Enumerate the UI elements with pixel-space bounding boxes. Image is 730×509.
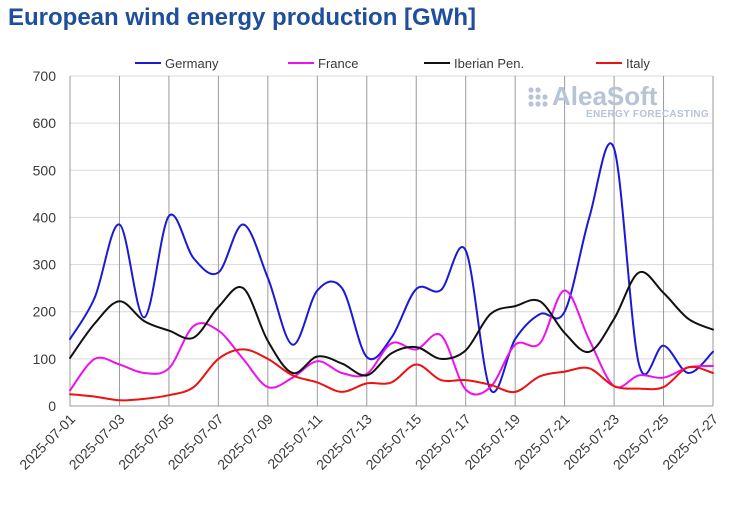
- y-tick-label: 500: [33, 162, 57, 178]
- grid: [69, 75, 714, 407]
- y-tick-label: 400: [33, 209, 57, 225]
- legend-label-france: France: [318, 56, 358, 71]
- y-tick-label: 100: [33, 351, 57, 367]
- y-tick-label: 0: [48, 398, 56, 414]
- legend-label-italy: Italy: [626, 56, 650, 71]
- y-tick-label: 300: [33, 257, 57, 273]
- logo-tagline: ENERGY FORECASTING: [586, 109, 709, 120]
- y-axis: 0 100 200 300 400 500 600 700: [33, 68, 57, 414]
- series-line-germany: [69, 142, 714, 394]
- x-axis: 2025-07-012025-07-032025-07-052025-07-07…: [16, 411, 721, 473]
- aleasoft-logo: AleaSoft ENERGY FORECASTING: [528, 81, 709, 120]
- legend-label-iberian-pen: Iberian Pen.: [454, 56, 524, 71]
- y-tick-label: 200: [33, 304, 57, 320]
- series-line-iberian-pen: [69, 270, 714, 377]
- series-lines: [69, 142, 714, 402]
- y-tick-label: 700: [33, 68, 57, 84]
- series-line-france: [69, 289, 714, 396]
- y-tick-label: 600: [33, 115, 57, 131]
- legend-label-germany: Germany: [165, 56, 219, 71]
- chart-title: European wind energy production [GWh]: [8, 4, 476, 31]
- logo-name: AleaSoft: [552, 81, 658, 111]
- legend: Germany France Iberian Pen. Italy: [135, 56, 650, 71]
- series-line-italy: [69, 348, 714, 402]
